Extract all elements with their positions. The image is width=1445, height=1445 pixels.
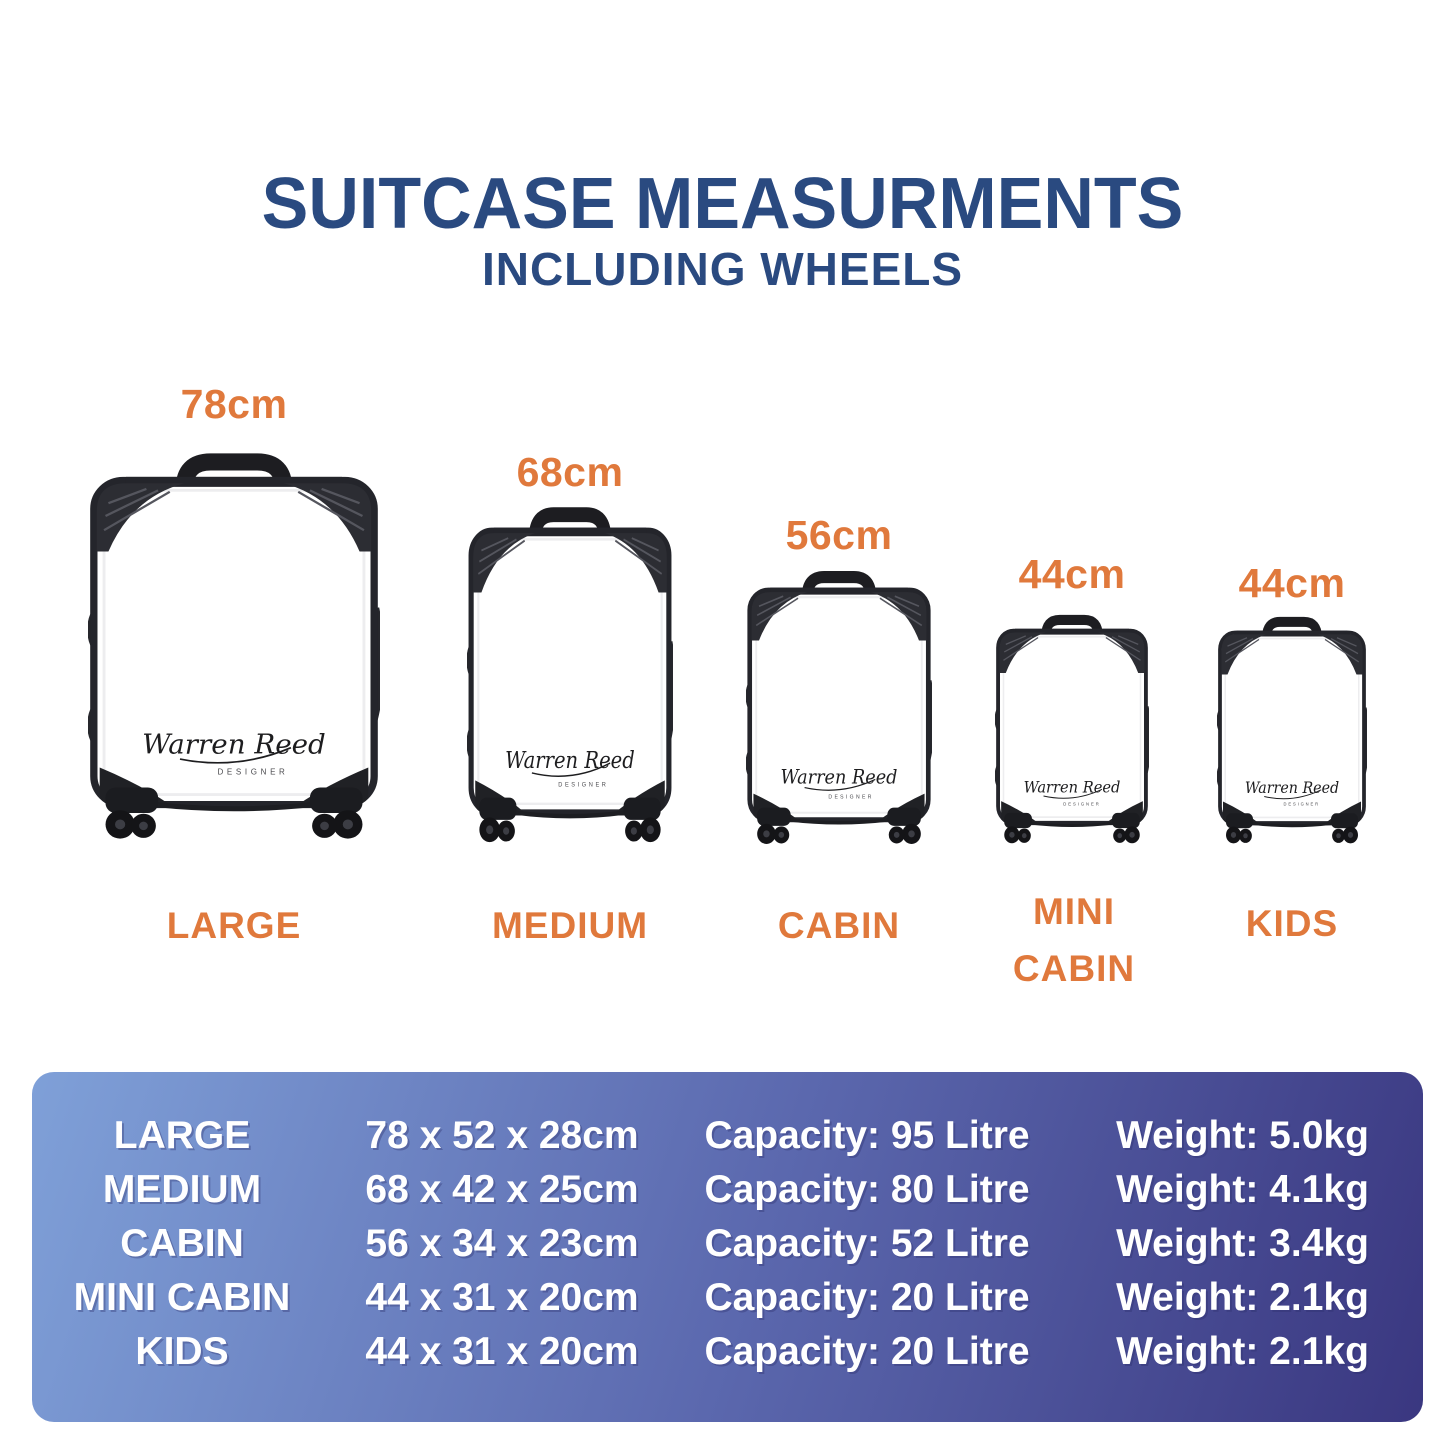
cell-dimensions: 44 x 31 x 20cm [365,1276,639,1319]
cell-weight: Weight: 2.1kg [1116,1276,1369,1319]
cell-capacity: Capacity: 52 Litre [704,1222,1030,1265]
page-title: SUITCASE MEASURMENTS [261,162,1184,244]
suitcase-kids-image [1217,616,1367,850]
spec-table-panel: LARGE 78 x 52 x 28cm Capacity: 95 Litre … [32,1072,1423,1422]
name-label-medium: MEDIUM [491,905,649,946]
cell-weight: Weight: 4.1kg [1116,1168,1369,1211]
suitcase-cabin-image [746,570,932,852]
suitcase-large-image [88,452,380,850]
height-label-large: 78cm [180,381,288,427]
cell-size-name: MINI CABIN [73,1276,291,1319]
page-subtitle: INCLUDING WHEELS [481,243,964,296]
height-label-kids: 44cm [1238,560,1346,606]
cell-capacity: Capacity: 20 Litre [704,1276,1030,1319]
cell-weight: Weight: 2.1kg [1116,1330,1369,1373]
cell-dimensions: 44 x 31 x 20cm [365,1330,639,1373]
cell-size-name: LARGE [113,1114,251,1157]
cell-capacity: Capacity: 20 Litre [704,1330,1030,1373]
cell-weight: Weight: 5.0kg [1116,1114,1369,1157]
height-label-medium: 68cm [516,449,624,495]
table-row-medium: MEDIUM 68 x 42 x 25cm Capacity: 80 Litre… [32,1163,1423,1217]
cell-size-name: CABIN [120,1222,244,1265]
cell-dimensions: 68 x 42 x 25cm [365,1168,639,1211]
cell-size-name: MEDIUM [102,1168,262,1211]
table-row-cabin: CABIN 56 x 34 x 23cm Capacity: 52 Litre … [32,1217,1423,1271]
cell-dimensions: 56 x 34 x 23cm [365,1222,639,1265]
cell-capacity: Capacity: 80 Litre [704,1168,1030,1211]
cell-capacity: Capacity: 95 Litre [704,1114,1030,1157]
cell-weight: Weight: 3.4kg [1116,1222,1369,1265]
table-row-large: LARGE 78 x 52 x 28cm Capacity: 95 Litre … [32,1109,1423,1163]
suitcase-mini-cabin-image [995,614,1149,850]
table-row-mini-cabin: MINI CABIN 44 x 31 x 20cm Capacity: 20 L… [32,1271,1423,1325]
name-label-large: LARGE [166,905,302,946]
name-label-kids: KIDS [1245,903,1339,944]
cell-dimensions: 78 x 52 x 28cm [365,1114,639,1157]
name-label-mini-cabin: MINI CABIN [1012,891,1136,989]
height-label-cabin: 56cm [785,512,893,558]
height-label-mini-cabin: 44cm [1018,551,1126,597]
name-label-cabin: CABIN [777,905,901,946]
suitcase-medium-image [467,506,673,852]
cell-size-name: KIDS [135,1330,229,1373]
table-row-kids: KIDS 44 x 31 x 20cm Capacity: 20 Litre W… [32,1325,1423,1379]
